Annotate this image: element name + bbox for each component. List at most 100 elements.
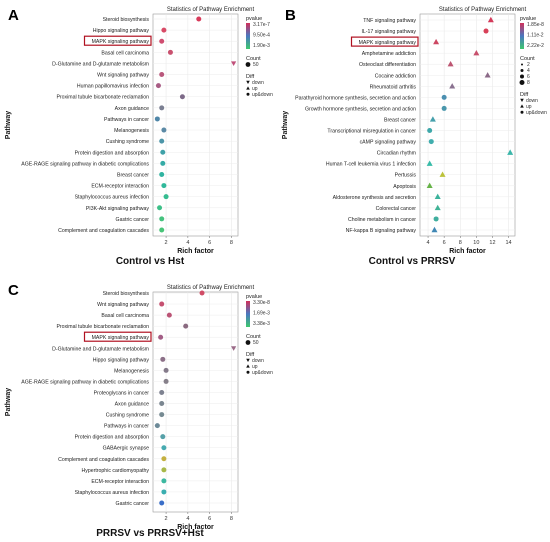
- pathway-label: Pathways in cancer: [104, 424, 149, 430]
- y-axis-label: Pathway: [5, 111, 12, 140]
- comparison-caption: Control vs PRRSV: [369, 256, 456, 267]
- pathway-label: AGE-RAGE signaling pathway in diabetic c…: [21, 379, 149, 385]
- data-point: [159, 227, 165, 233]
- pathway-label: Apoptosis: [393, 184, 416, 190]
- pathway-label: MAPK signaling pathway: [92, 39, 150, 45]
- data-point: [159, 72, 165, 78]
- panel-tag: B: [285, 7, 296, 24]
- data-point: [433, 38, 440, 45]
- x-tick-label: 14: [505, 240, 511, 246]
- pathway-label: Steroid biosynthesis: [103, 291, 150, 297]
- panel-c: C Statistics of Pathway Enrichment Steroid…: [5, 282, 273, 539]
- data-point: [161, 183, 167, 189]
- pathway-label: Human papillomavirus infection: [77, 84, 149, 90]
- data-point: [160, 356, 166, 362]
- data-point: [231, 346, 237, 351]
- legend-count-marker: [520, 74, 524, 79]
- pathway-label: Breast cancer: [384, 117, 416, 123]
- pathway-label: Aldosterone synthesis and secretion: [333, 195, 416, 201]
- y-axis-label: Pathway: [5, 388, 12, 417]
- data-point: [426, 160, 433, 166]
- panel-tag: C: [8, 282, 19, 299]
- legend-pvalue-label: 3.30e-8: [253, 300, 270, 306]
- pathway-label: Axon guidance: [115, 402, 149, 408]
- data-point: [429, 116, 436, 122]
- data-point: [159, 38, 165, 44]
- legend-diff-marker: [520, 104, 524, 108]
- chart-title: Statistics of Pathway Enrichment: [439, 7, 527, 13]
- data-point: [439, 171, 446, 177]
- data-point: [434, 204, 441, 211]
- x-axis-label: Rich factor: [177, 524, 214, 531]
- plot-area: [152, 13, 239, 237]
- x-tick-label: 6: [443, 240, 446, 246]
- legend-pvalue-title: pvalue: [520, 16, 536, 22]
- legend-count-label: 6: [527, 74, 530, 80]
- legend-diff-label: up&down: [252, 92, 273, 98]
- pvalue-colorbar: [246, 301, 250, 327]
- data-point: [447, 61, 454, 67]
- pathway-label: Proximal tubule bicarbonate reclamation: [56, 95, 149, 101]
- data-point: [183, 323, 189, 329]
- legend-diff-marker: [246, 92, 250, 96]
- legend-diff-title: Diff: [246, 74, 255, 80]
- pathway-label: PI3K-Akt signaling pathway: [86, 206, 150, 212]
- pathway-label: Axon guidance: [115, 106, 149, 112]
- legend-count-marker: [520, 69, 524, 72]
- legend-pvalue-label: 3.38e-3: [253, 321, 270, 327]
- pathway-label: Cushing syndrome: [106, 413, 149, 419]
- data-point: [161, 456, 167, 462]
- data-point: [161, 127, 167, 133]
- pathway-label: Cocaine addiction: [375, 73, 416, 79]
- chart-title: Statistics of Pathway Enrichment: [167, 7, 255, 13]
- pathway-label: Hippo signaling pathway: [93, 28, 150, 34]
- pathway-label: Wnt signaling pathway: [97, 302, 149, 308]
- legend-diff-label: up&down: [252, 370, 273, 376]
- data-point: [166, 312, 172, 318]
- pathway-label: Proteoglycans in cancer: [94, 390, 150, 396]
- data-point: [159, 105, 165, 111]
- data-point: [161, 467, 167, 473]
- highlight-box: [83, 35, 152, 46]
- pathway-label: Staphylococcus aureus infection: [75, 490, 150, 496]
- pathway-label: Complement and coagulation cascades: [58, 457, 149, 463]
- pathway-label: D-Glutamine and D-glutamate metabolism: [52, 61, 149, 67]
- pathway-label: Basal cell carcinoma: [101, 50, 149, 56]
- legend-diff-label: down: [252, 80, 264, 86]
- legend-diff-label: up: [252, 364, 258, 370]
- plot-area: [419, 13, 516, 237]
- legend-count-label: 50: [253, 62, 259, 68]
- legend-diff-marker: [246, 80, 250, 84]
- x-tick-label: 12: [489, 240, 495, 246]
- pathway-label: Complement and coagulation cascades: [58, 228, 149, 234]
- legend-pvalue-title: pvalue: [246, 16, 262, 22]
- data-point: [161, 478, 167, 484]
- legend-count-marker: [519, 80, 525, 85]
- x-tick-label: 8: [459, 240, 462, 246]
- highlight-box: [350, 36, 419, 47]
- legend-count-marker: [245, 62, 251, 67]
- data-point: [154, 423, 160, 429]
- pathway-label: Basal cell carcinoma: [101, 313, 149, 319]
- data-point: [167, 49, 173, 55]
- pathway-label: Melanogenesis: [114, 128, 149, 134]
- pathway-label: Gastric cancer: [116, 217, 150, 223]
- data-point: [231, 61, 237, 67]
- pathway-label: Protein digestion and absorption: [75, 150, 150, 156]
- data-point: [427, 128, 433, 134]
- data-point: [158, 334, 164, 340]
- x-tick-label: 2: [165, 516, 168, 522]
- data-point: [431, 226, 438, 233]
- legend-count-label: 4: [527, 68, 530, 74]
- pathway-label: Breast cancer: [117, 172, 149, 178]
- data-point: [161, 489, 167, 495]
- pathway-label: ECM-receptor interaction: [91, 479, 149, 485]
- data-point: [163, 378, 169, 384]
- pathway-label: Protein digestion and absorption: [75, 435, 150, 441]
- legend-count-title: Count: [246, 334, 261, 340]
- legend-pvalue-label: 1.69e-3: [253, 311, 270, 317]
- pathway-label: Proximal tubule bicarbonate reclamation: [56, 324, 149, 330]
- x-tick-label: 8: [230, 240, 233, 246]
- data-point: [433, 216, 439, 222]
